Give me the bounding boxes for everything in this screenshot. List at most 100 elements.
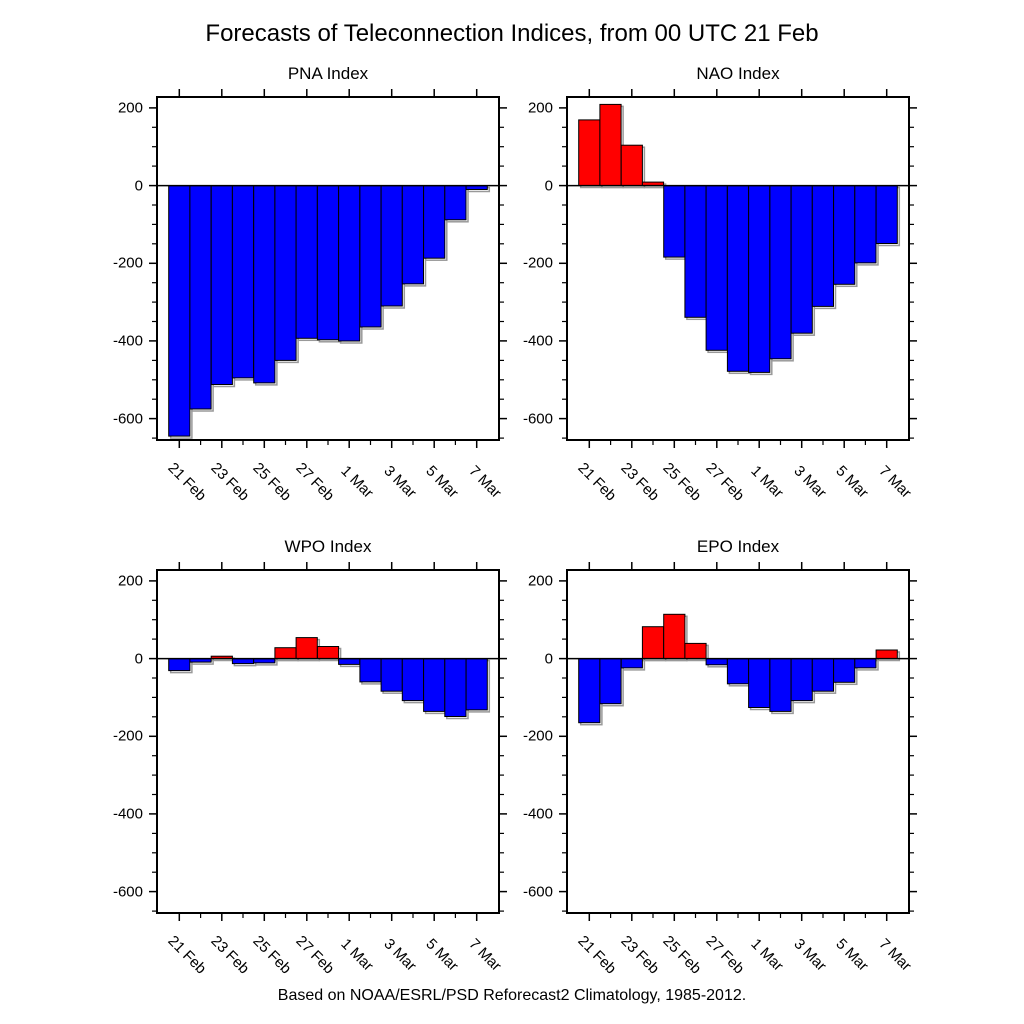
x-tick-label: 25 Feb bbox=[659, 932, 705, 978]
bar-5-mar bbox=[423, 185, 446, 259]
bar-24-feb bbox=[641, 626, 665, 660]
panel-title-nao: NAO Index bbox=[696, 64, 780, 83]
bar-4-mar bbox=[401, 185, 425, 285]
figure-caption: Based on NOAA/ESRL/PSD Reforecast2 Clima… bbox=[277, 987, 747, 1004]
y-tick-label: 0 bbox=[134, 177, 143, 195]
bar-26-feb bbox=[274, 185, 297, 361]
x-tick-label: 1 Mar bbox=[337, 462, 377, 502]
x-tick-label: 27 Feb bbox=[292, 459, 338, 505]
bar-28-feb bbox=[726, 185, 750, 372]
bar-1-mar bbox=[338, 658, 361, 665]
panel-epo-index: EPO Index 200 0 -200 -400 -600 21 Feb 23 Feb 25… bbox=[523, 537, 917, 978]
x-tick-label: 3 Mar bbox=[790, 462, 830, 502]
bar-5-mar bbox=[833, 185, 856, 285]
x-tick-label: 7 Mar bbox=[465, 935, 505, 975]
pna-bar-chart bbox=[149, 89, 507, 448]
x-tick-label: 1 Mar bbox=[747, 462, 787, 502]
x-tick-label: 7 Mar bbox=[465, 462, 505, 502]
x-tick-label: 23 Feb bbox=[617, 459, 663, 505]
bar-23-feb bbox=[620, 658, 643, 669]
bar-7-mar bbox=[875, 185, 898, 244]
bar-2-mar bbox=[359, 185, 382, 328]
x-tick-label: 5 Mar bbox=[422, 462, 462, 502]
y-tick-label: 200 bbox=[527, 572, 553, 590]
bar-26-feb bbox=[684, 642, 707, 660]
bar-25-feb bbox=[663, 613, 686, 660]
bar-24-feb bbox=[231, 185, 255, 379]
x-tick-label: 3 Mar bbox=[790, 935, 830, 975]
x-tick-label: 1 Mar bbox=[747, 935, 787, 975]
x-tick-label: 3 Mar bbox=[380, 462, 420, 502]
y-tick-label: -400 bbox=[522, 332, 553, 350]
x-tick-label: 27 Feb bbox=[702, 932, 748, 978]
bar-4-mar bbox=[811, 658, 835, 692]
bar-27-feb bbox=[295, 185, 318, 339]
bar-21-feb bbox=[578, 119, 601, 186]
x-tick-label: 1 Mar bbox=[337, 935, 377, 975]
x-tick-label: 25 Feb bbox=[659, 459, 705, 505]
plot-frame bbox=[566, 569, 910, 914]
bar-2-mar bbox=[769, 185, 792, 360]
bar-1-mar bbox=[748, 185, 771, 373]
bar-2-mar bbox=[359, 658, 382, 683]
bar-21-feb bbox=[168, 185, 191, 437]
y-tick-label: -600 bbox=[522, 883, 553, 901]
panel-title-epo: EPO Index bbox=[696, 537, 780, 556]
plot-frame bbox=[156, 569, 500, 914]
x-tick-label: 7 Mar bbox=[875, 462, 915, 502]
bar-28-feb bbox=[316, 185, 340, 341]
wpo-bar-chart bbox=[149, 562, 507, 921]
bar-7-mar bbox=[875, 649, 898, 659]
nao-bar-chart bbox=[559, 89, 917, 448]
y-tick-label: 0 bbox=[544, 650, 553, 668]
x-tick-label: 23 Feb bbox=[207, 932, 253, 978]
bar-27-feb bbox=[705, 185, 728, 351]
bar-1-mar bbox=[338, 185, 361, 342]
bar-6-mar bbox=[444, 185, 467, 221]
y-tick-label: -400 bbox=[112, 805, 143, 823]
panel-title-wpo: WPO Index bbox=[284, 537, 372, 556]
bar-3-mar bbox=[380, 185, 403, 307]
bar-25-feb bbox=[253, 185, 276, 384]
bar-27-feb bbox=[705, 658, 728, 666]
figure-title: Forecasts of Teleconnection Indices, fro… bbox=[205, 20, 819, 47]
y-tick-label: 200 bbox=[527, 99, 553, 117]
bar-6-mar bbox=[854, 185, 877, 264]
bar-4-mar bbox=[401, 658, 425, 702]
bar-3-mar bbox=[790, 658, 813, 702]
panel-pna-index: PNA Index 200 0 -200 -400 -600 21 Feb 23 Feb 25… bbox=[113, 64, 507, 505]
y-tick-label: -600 bbox=[522, 410, 553, 428]
x-tick-label: 21 Feb bbox=[574, 932, 620, 978]
x-tick-label: 27 Feb bbox=[702, 459, 748, 505]
bar-25-feb bbox=[663, 185, 686, 258]
bar-2-mar bbox=[769, 658, 792, 712]
bar-22-feb bbox=[189, 185, 212, 410]
x-tick-label: 23 Feb bbox=[617, 932, 663, 978]
y-tick-label: -200 bbox=[112, 727, 143, 745]
y-tick-label: -600 bbox=[112, 883, 143, 901]
bar-6-mar bbox=[444, 658, 467, 717]
bar-22-feb bbox=[599, 103, 622, 187]
bar-21-feb bbox=[168, 658, 191, 672]
x-tick-label: 3 Mar bbox=[380, 935, 420, 975]
x-tick-label: 21 Feb bbox=[574, 459, 620, 505]
x-tick-label: 5 Mar bbox=[832, 462, 872, 502]
x-tick-label: 23 Feb bbox=[207, 459, 253, 505]
bar-7-mar bbox=[465, 658, 488, 711]
bar-22-feb bbox=[599, 658, 622, 705]
y-tick-label: 200 bbox=[117, 99, 143, 117]
panel-wpo-index: WPO Index 200 0 -200 -400 -600 21 Feb 23 Feb 25… bbox=[113, 537, 507, 978]
bar-5-mar bbox=[833, 658, 856, 683]
bar-6-mar bbox=[854, 658, 877, 669]
bar-23-feb bbox=[620, 144, 643, 187]
y-tick-label: 0 bbox=[134, 650, 143, 668]
bar-3-mar bbox=[380, 658, 403, 692]
x-tick-label: 25 Feb bbox=[249, 459, 295, 505]
x-tick-label: 25 Feb bbox=[249, 932, 295, 978]
bar-28-feb bbox=[316, 646, 340, 659]
y-tick-label: -200 bbox=[522, 254, 553, 272]
panel-nao-index: NAO Index 200 0 -200 -400 -600 21 Feb 23 Feb 25… bbox=[523, 64, 917, 505]
y-tick-label: -200 bbox=[522, 727, 553, 745]
bar-21-feb bbox=[578, 658, 601, 724]
